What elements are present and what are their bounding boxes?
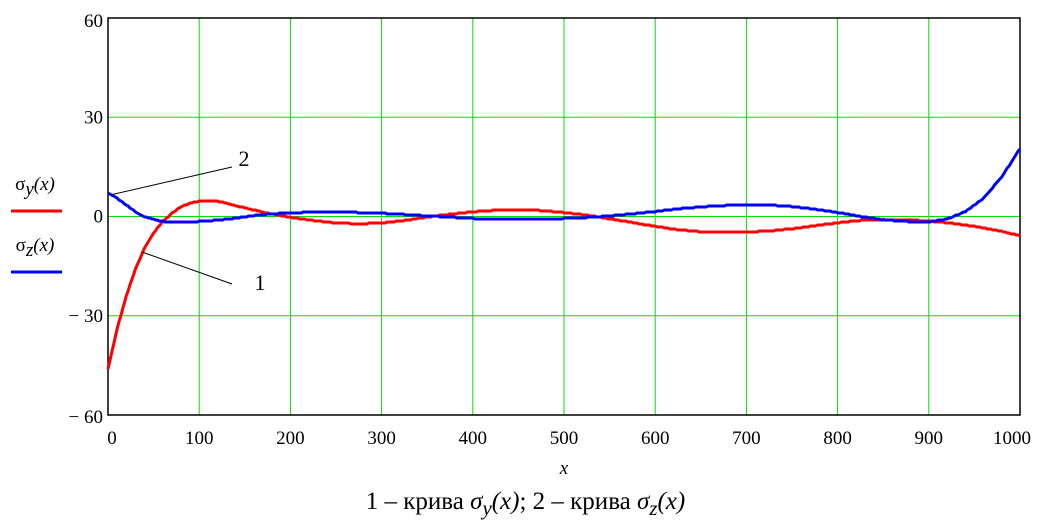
- legend-label-2: σz(x): [16, 235, 55, 261]
- x-tick-label: 200: [276, 428, 305, 449]
- x-tick-label: 400: [459, 428, 488, 449]
- caption-arg-y: (x): [491, 488, 520, 515]
- x-axis-label: x: [559, 458, 569, 479]
- x-tick-label: 500: [550, 428, 579, 449]
- figure-caption: 1 – крива σy(x); 2 – крива σz(x): [0, 488, 1051, 521]
- x-tick-label: 1000: [993, 428, 1031, 449]
- y-tick-label: − 60: [69, 407, 103, 428]
- chart: − 60 − 30 0 30 60 0 100 200 300 400 500 600 700 800 9…: [11, 11, 1031, 479]
- x-tick-labels: 0 100 200 300 400 500 600 700 800 900 1000: [107, 428, 1031, 449]
- caption-sigma-y: σ: [470, 488, 483, 515]
- x-tick-label: 900: [915, 428, 944, 449]
- callout-label-2: 2: [239, 146, 250, 171]
- caption-prefix-1: 1 – крива: [365, 488, 471, 515]
- series-line-1: [106, 199, 1021, 370]
- x-tick-label: 800: [823, 428, 852, 449]
- x-tick-label: 100: [185, 428, 214, 449]
- legend-label-1: σy(x): [15, 174, 55, 200]
- plot-frame: [107, 17, 1021, 416]
- y-tick-label: − 30: [69, 306, 103, 327]
- callouts: 12: [110, 146, 266, 295]
- x-tick-label: 700: [732, 428, 761, 449]
- caption-sub-z: z: [649, 496, 658, 520]
- caption-sigma-z: σ: [637, 488, 650, 515]
- series-line-2: [107, 147, 1022, 224]
- caption-arg-z: (x): [657, 488, 686, 515]
- y-tick-label: 60: [84, 11, 103, 32]
- caption-sub-y: y: [482, 496, 492, 520]
- y-tick-label: 0: [94, 207, 104, 228]
- y-tick-labels: − 60 − 30 0 30 60: [69, 11, 103, 428]
- y-tick-label: 30: [84, 107, 103, 128]
- callout-leader-1: [142, 251, 233, 285]
- callout-label-1: 1: [255, 270, 266, 295]
- x-tick-label: 600: [641, 428, 670, 449]
- legend: σy(x) σz(x): [11, 174, 62, 274]
- caption-separator: ; 2 – крива: [519, 488, 638, 515]
- x-tick-label: 300: [367, 428, 396, 449]
- callout-leader-2: [110, 166, 233, 196]
- series-lines: [106, 147, 1022, 370]
- x-tick-label: 0: [107, 428, 117, 449]
